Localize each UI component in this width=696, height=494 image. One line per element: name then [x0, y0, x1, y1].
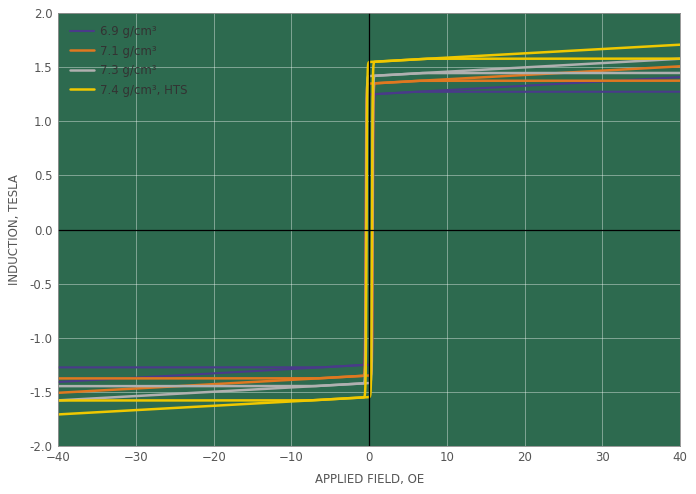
- 7.1 g/cm³: [356, 373, 365, 379]
- 6.9 g/cm³: [86, 365, 94, 370]
- 7.4 g/cm³, HTS: [356, 395, 365, 401]
- 7.3 g/cm³: [658, 57, 666, 63]
- 7.3 g/cm³: [54, 383, 63, 389]
- Line: 7.3 g/cm³: 7.3 g/cm³: [58, 59, 680, 386]
- 6.9 g/cm³: [658, 75, 666, 81]
- 7.3 g/cm³: [544, 63, 552, 69]
- 7.4 g/cm³, HTS: [340, 396, 349, 402]
- 7.1 g/cm³: [340, 374, 349, 380]
- 6.9 g/cm³: [356, 362, 365, 368]
- 7.3 g/cm³: [340, 381, 349, 387]
- 7.1 g/cm³: [544, 71, 552, 77]
- 6.9 g/cm³: [658, 75, 666, 81]
- 6.9 g/cm³: [676, 74, 684, 80]
- Line: 7.4 g/cm³, HTS: 7.4 g/cm³, HTS: [58, 44, 680, 401]
- 7.4 g/cm³, HTS: [658, 42, 666, 48]
- 7.4 g/cm³, HTS: [544, 49, 552, 55]
- Line: 6.9 g/cm³: 6.9 g/cm³: [58, 77, 680, 368]
- Line: 7.1 g/cm³: 7.1 g/cm³: [58, 66, 680, 378]
- 7.4 g/cm³, HTS: [676, 41, 684, 47]
- Legend: 6.9 g/cm³, 7.1 g/cm³, 7.3 g/cm³, 7.4 g/cm³, HTS: 6.9 g/cm³, 7.1 g/cm³, 7.3 g/cm³, 7.4 g/c…: [65, 20, 192, 101]
- 7.4 g/cm³, HTS: [86, 398, 94, 404]
- 7.3 g/cm³: [356, 380, 365, 386]
- 6.9 g/cm³: [544, 82, 552, 87]
- 7.3 g/cm³: [86, 383, 94, 389]
- 7.1 g/cm³: [86, 375, 94, 381]
- 7.1 g/cm³: [54, 375, 63, 381]
- 7.4 g/cm³, HTS: [54, 398, 63, 404]
- Y-axis label: INDUCTION, TESLA: INDUCTION, TESLA: [8, 174, 22, 285]
- 7.1 g/cm³: [658, 64, 666, 70]
- X-axis label: APPLIED FIELD, OE: APPLIED FIELD, OE: [315, 473, 424, 486]
- 7.4 g/cm³, HTS: [658, 43, 666, 49]
- 7.1 g/cm³: [658, 64, 666, 70]
- 7.3 g/cm³: [658, 57, 666, 63]
- 6.9 g/cm³: [54, 365, 63, 370]
- 6.9 g/cm³: [340, 363, 349, 369]
- 7.1 g/cm³: [676, 63, 684, 69]
- 7.3 g/cm³: [676, 56, 684, 62]
